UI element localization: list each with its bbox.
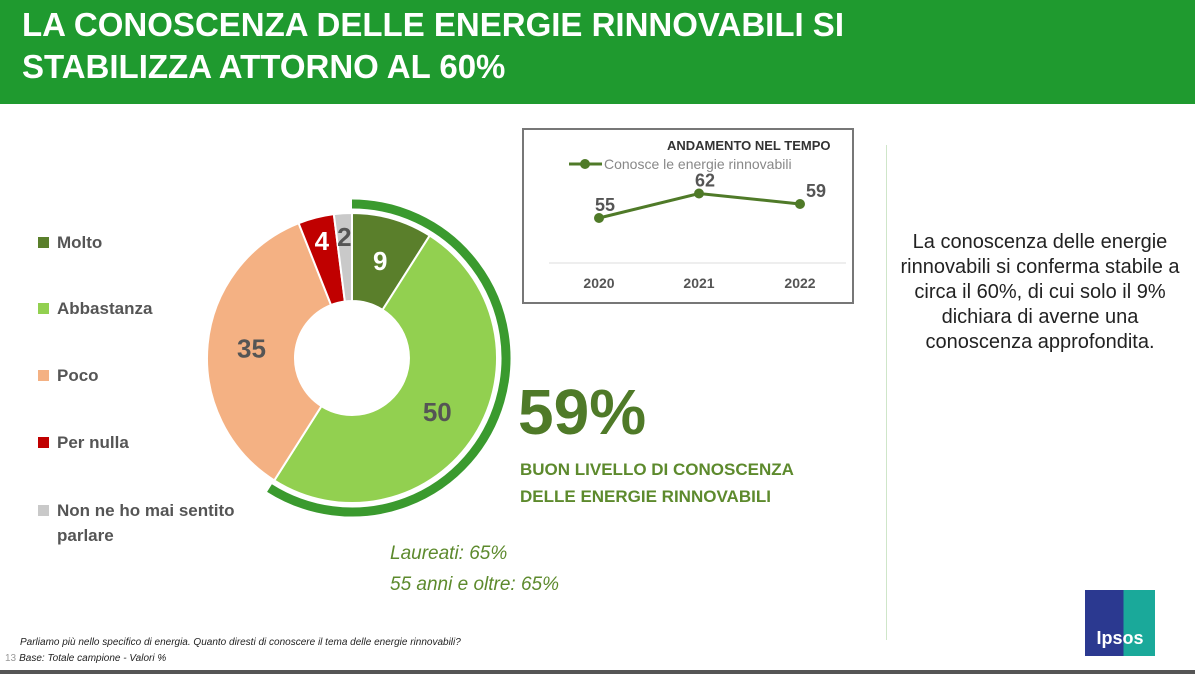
data-point (694, 188, 704, 199)
legend-marker (580, 159, 590, 169)
trend-title: ANDAMENTO NEL TEMPO (667, 138, 830, 153)
legend-label: Conosce le energie rinnovabili (604, 156, 792, 172)
legend-swatch (38, 437, 49, 448)
data-point (795, 199, 805, 209)
x-tick-label: 2022 (784, 275, 815, 291)
note-laureati: Laureati: 65% (390, 543, 508, 564)
data-label: 55 (595, 195, 615, 215)
donut-chart: 9 50 35 4 2 (206, 199, 511, 517)
side-text: La conoscenza delle energie rinnovabili … (900, 231, 1180, 353)
slice-non-ne-ho-mai-sentito-parlare (332, 211, 353, 303)
legend-swatch (38, 505, 49, 516)
x-tick-label: 2021 (683, 275, 714, 291)
divider (886, 145, 887, 640)
slice-label: 4 (315, 226, 330, 256)
legend-item: Abbastanza (38, 296, 258, 321)
kpi-label: BUON LIVELLO DI CONOSCENZA DELLE ENERGIE … (520, 460, 794, 506)
ipsos-logo: Ipsos (1085, 590, 1155, 656)
legend-label: Abbastanza (57, 299, 153, 318)
footer-question: Parliamo più nello specifico di energia.… (20, 637, 461, 648)
note-age: 55 anni e oltre: 65% (390, 574, 560, 595)
legend-swatch (38, 303, 49, 314)
legend-swatch (38, 370, 49, 381)
legend-item: Per nulla (38, 430, 258, 455)
legend-item: Poco (38, 363, 258, 388)
page-title: LA CONOSCENZA DELLE ENERGIE RINNOVABILI … (22, 6, 844, 85)
legend-label: Poco (57, 366, 99, 385)
header: LA CONOSCENZA DELLE ENERGIE RINNOVABILI … (0, 0, 1195, 104)
slice-label: 9 (373, 246, 387, 276)
kpi-value: 59% (518, 376, 647, 448)
bottom-bar (0, 670, 1195, 674)
slice-label: 2 (337, 222, 351, 252)
data-label: 62 (695, 171, 715, 191)
highlight-arc (267, 199, 511, 517)
legend-item: Molto (38, 230, 258, 255)
slice-abbastanza (272, 234, 498, 504)
legend-label: Molto (57, 233, 103, 252)
x-tick-label: 2020 (583, 275, 614, 291)
slice-label: 50 (423, 397, 452, 427)
data-point (594, 213, 604, 223)
legend-swatch (38, 237, 49, 248)
legend-label: Non ne ho mai sentito parlare (57, 501, 235, 545)
slice-poco (206, 221, 333, 482)
legend-item: Non ne ho mai sentito parlare (38, 498, 258, 548)
legend-label: Per nulla (57, 433, 129, 452)
data-label: 59 (806, 181, 826, 201)
footer-base: 13 Base: Totale campione - Valori % (5, 653, 167, 664)
trend-chart: ANDAMENTO NEL TEMPO Conosce le energie ri… (522, 128, 854, 304)
slice-label: 35 (237, 333, 266, 363)
